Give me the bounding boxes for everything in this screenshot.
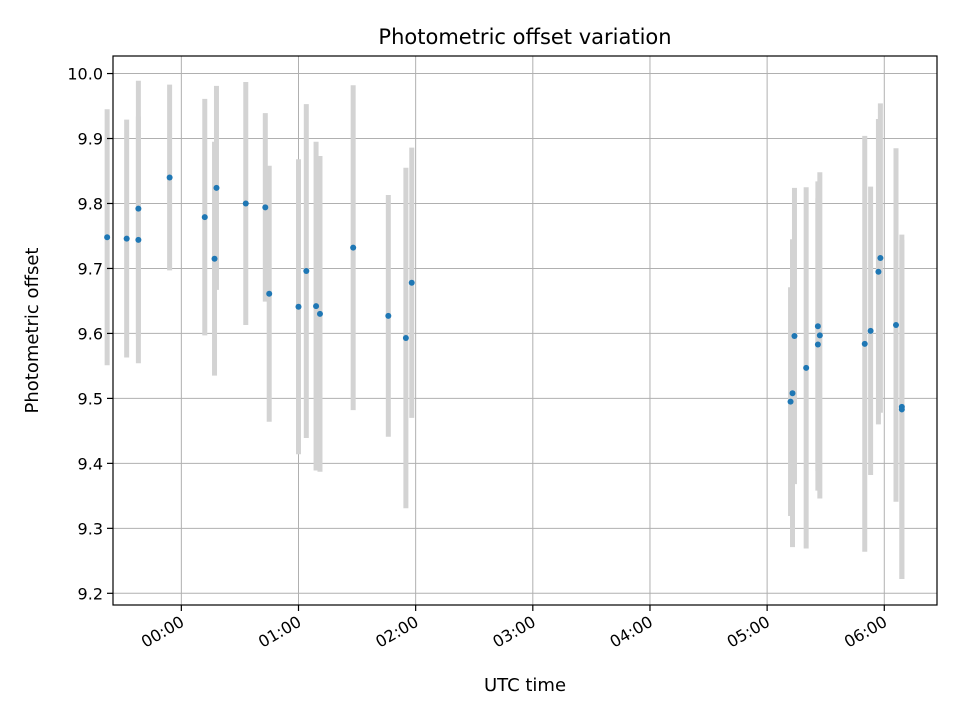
data-point	[898, 403, 905, 410]
data-point	[211, 255, 218, 262]
data-point	[316, 310, 323, 317]
data-point	[408, 279, 415, 286]
data-point	[135, 236, 142, 243]
y-tick-label: 9.5	[78, 389, 103, 408]
y-axis-ticks: 9.2 9.3 9.4 9.5 9.6 9.7 9.8 9.9 10.0	[67, 65, 113, 603]
data-point	[385, 312, 392, 319]
data-point	[877, 255, 884, 262]
data-point	[787, 398, 794, 405]
data-point	[266, 290, 273, 297]
data-point	[104, 234, 111, 241]
y-tick-label: 9.7	[78, 259, 103, 278]
data-point	[789, 390, 796, 397]
data-point	[242, 200, 249, 207]
y-axis-title: Photometric offset	[22, 248, 43, 414]
data-point	[303, 268, 310, 275]
y-tick-label: 9.8	[78, 194, 103, 213]
chart-title: Photometric offset variation	[378, 25, 671, 49]
y-tick-label: 9.6	[78, 324, 103, 343]
data-point	[123, 235, 130, 242]
plot-frame	[112, 55, 938, 606]
data-point	[313, 303, 320, 310]
y-tick-label: 9.2	[78, 584, 103, 603]
data-point	[350, 244, 357, 251]
y-tick-label: 9.9	[78, 130, 103, 149]
data-point	[402, 334, 409, 341]
data-point	[791, 333, 798, 340]
grid	[113, 56, 937, 605]
y-tick-label: 10.0	[67, 65, 103, 84]
y-tick-label: 9.3	[78, 519, 103, 538]
data-point	[213, 184, 220, 191]
data-point	[803, 364, 810, 371]
data-point	[861, 340, 868, 347]
data-point	[135, 205, 142, 212]
data-points	[104, 174, 905, 413]
data-point	[875, 268, 882, 275]
data-point	[201, 214, 208, 221]
data-point	[295, 303, 302, 310]
data-point	[867, 327, 874, 334]
data-point	[166, 174, 173, 181]
data-point	[892, 321, 899, 328]
data-point	[814, 323, 821, 330]
data-point	[262, 204, 269, 211]
data-point	[816, 332, 823, 339]
y-tick-label: 9.4	[78, 454, 103, 473]
x-axis-title: UTC time	[484, 675, 566, 696]
data-point	[814, 341, 821, 348]
